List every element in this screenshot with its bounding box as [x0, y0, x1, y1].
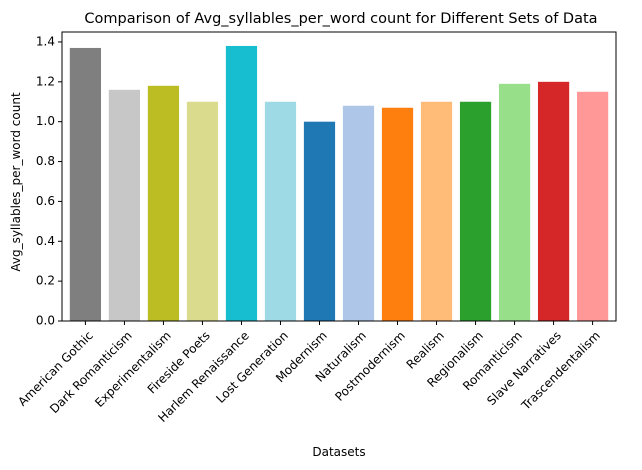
chart-title: Comparison of Avg_syllables_per_word cou… [84, 11, 597, 27]
y-tick-label: 0.0 [36, 314, 55, 328]
bar-dark-romanticism [108, 89, 141, 321]
y-tick-label: 0.2 [36, 274, 55, 288]
bar-realism [420, 101, 453, 321]
y-tick-label: 0.8 [36, 154, 55, 168]
x-tick-label: Lost Generation [213, 328, 290, 405]
bar-experimentalism [147, 85, 180, 322]
bar-harlem-renaissance [225, 45, 258, 322]
x-tick-label: Postmodernism [332, 328, 407, 403]
y-axis: 0.0 0.2 0.4 0.6 0.8 1.0 1.2 1.4 [36, 34, 62, 328]
bars-group [69, 45, 609, 322]
bar-lost-generation [264, 101, 297, 321]
bar-trascendentalism [576, 91, 609, 321]
bar-modernism [303, 121, 336, 321]
plot-frame [61, 31, 617, 322]
y-tick-label: 1.2 [36, 74, 55, 88]
bar-regionalism [459, 101, 492, 321]
x-axis-label: Datasets [312, 445, 365, 459]
bar-american-gothic [69, 47, 102, 322]
bar-slave-narratives [537, 81, 570, 322]
y-tick-label: 0.4 [36, 234, 55, 248]
y-tick-label: 0.6 [36, 194, 55, 208]
y-tick-label: 1.4 [36, 34, 55, 48]
y-axis-label: Avg_syllables_per_word count [9, 92, 23, 272]
y-tick-label: 1.0 [36, 114, 55, 128]
bar-fireside-poets [186, 101, 219, 321]
bar-naturalism [342, 105, 375, 321]
bar-postmodernism [381, 107, 414, 321]
bar-romanticism [498, 83, 531, 322]
